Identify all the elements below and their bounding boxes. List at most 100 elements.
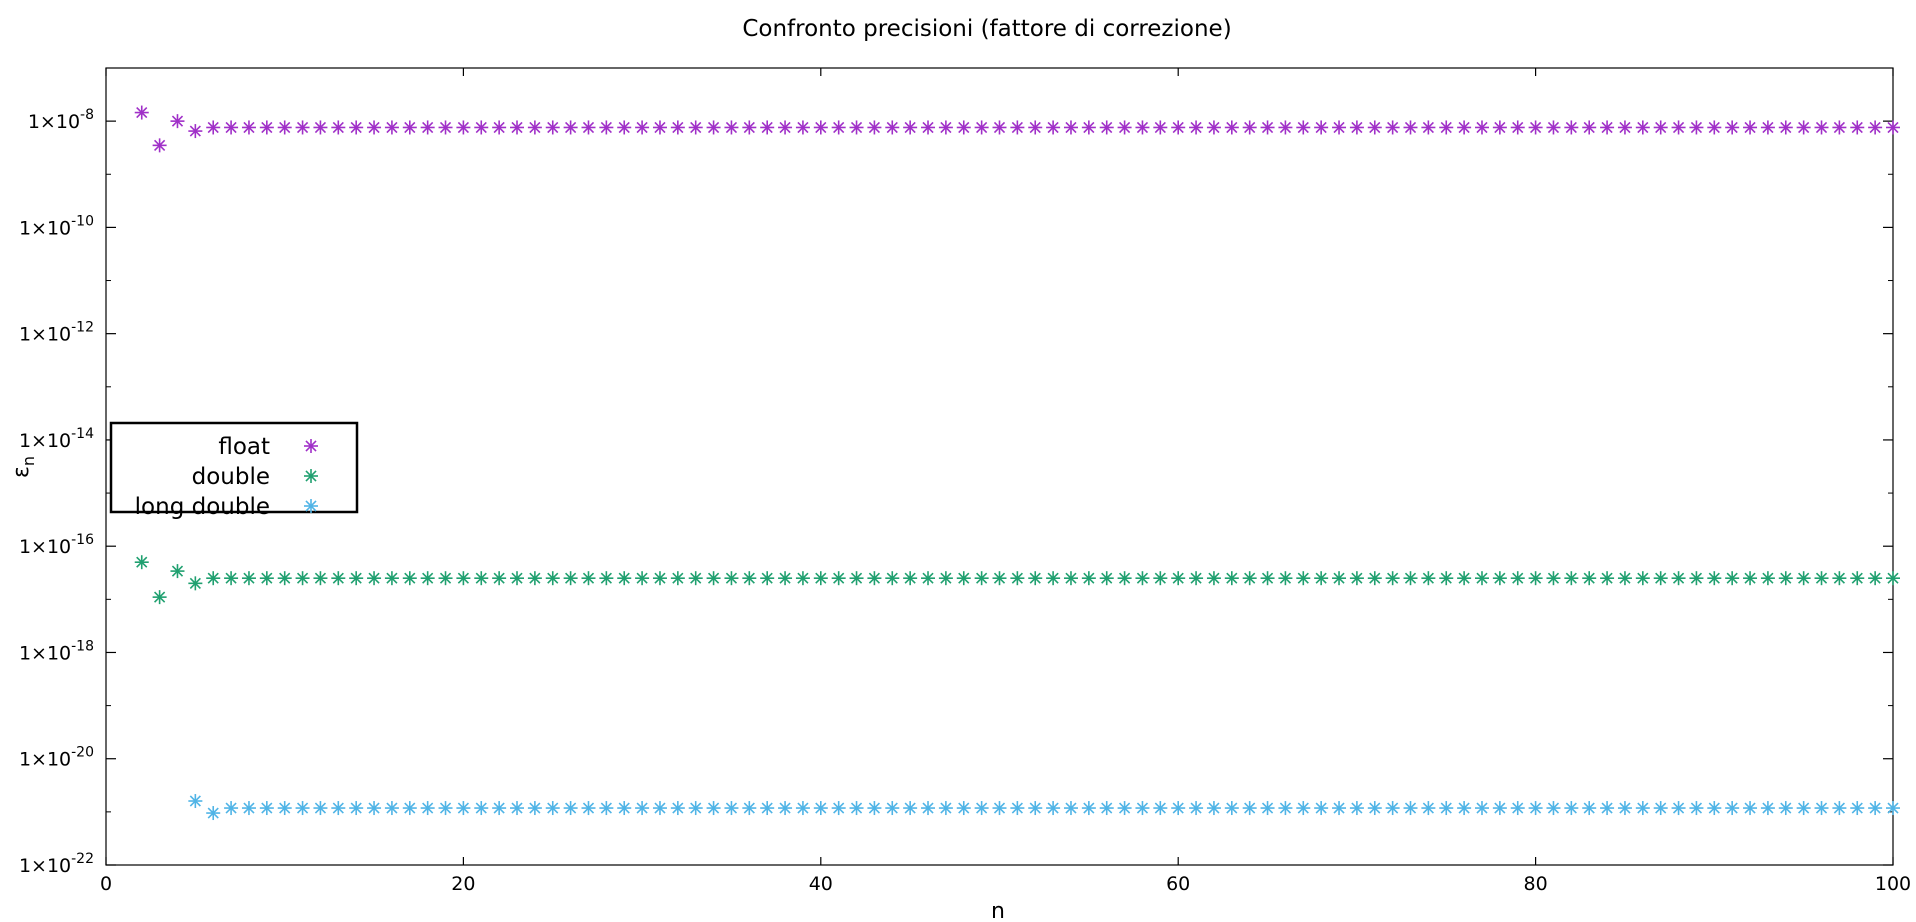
series-float [134, 105, 1900, 153]
data-point [724, 120, 739, 135]
data-point [1135, 571, 1150, 586]
data-point [1278, 120, 1293, 135]
data-point [992, 120, 1007, 135]
data-point [688, 120, 703, 135]
data-point [921, 120, 936, 135]
data-point [1332, 801, 1347, 816]
data-point [938, 801, 953, 816]
data-point [1421, 801, 1436, 816]
data-point [1546, 120, 1561, 135]
data-point [760, 120, 775, 135]
data-point [1474, 120, 1489, 135]
data-point [1457, 120, 1472, 135]
data-point [1760, 571, 1775, 586]
data-point [849, 571, 864, 586]
data-point [1474, 801, 1489, 816]
data-point [224, 801, 239, 816]
data-point [402, 120, 417, 135]
data-point [259, 801, 274, 816]
data-point [1528, 120, 1543, 135]
data-point [1332, 120, 1347, 135]
x-tick-label: 100 [1875, 873, 1911, 895]
data-point [1510, 571, 1525, 586]
data-point [1760, 120, 1775, 135]
data-point [1689, 571, 1704, 586]
data-point [456, 120, 471, 135]
data-point [1224, 571, 1239, 586]
data-point [1564, 801, 1579, 816]
data-point [1796, 120, 1811, 135]
data-point [742, 571, 757, 586]
data-point [545, 120, 560, 135]
data-point [1171, 120, 1186, 135]
data-point [688, 571, 703, 586]
data-point [224, 120, 239, 135]
series-long-double [188, 794, 1900, 821]
data-point [1635, 571, 1650, 586]
y-tick-label: 1×10-10 [19, 213, 94, 239]
data-point [134, 555, 149, 570]
data-point [670, 801, 685, 816]
data-point [1242, 120, 1257, 135]
legend-marker [304, 499, 318, 513]
data-point [1206, 801, 1221, 816]
data-point [295, 571, 310, 586]
series-double [134, 555, 1900, 605]
data-point [1868, 571, 1883, 586]
data-point [1510, 801, 1525, 816]
legend-box [109, 421, 359, 514]
data-point [1010, 801, 1025, 816]
data-point [563, 571, 578, 586]
data-point [1117, 120, 1132, 135]
data-point [1367, 801, 1382, 816]
data-point [313, 801, 328, 816]
data-point [474, 571, 489, 586]
data-point [831, 571, 846, 586]
data-point [1546, 801, 1561, 816]
legend-label: double [192, 464, 270, 490]
data-point [1617, 801, 1632, 816]
data-point [1671, 801, 1686, 816]
data-point [384, 120, 399, 135]
data-point [1260, 120, 1275, 135]
data-point [492, 801, 507, 816]
x-axis: 0 20 40 60 80 100 [100, 68, 1911, 895]
data-point [1099, 571, 1114, 586]
data-point [170, 114, 185, 129]
data-point [384, 571, 399, 586]
data-point [1814, 120, 1829, 135]
data-point [545, 571, 560, 586]
data-point [617, 801, 632, 816]
data-point [1081, 571, 1096, 586]
data-point [1189, 120, 1204, 135]
data-point [831, 120, 846, 135]
data-point [706, 801, 721, 816]
data-point [1832, 571, 1847, 586]
data-point [1886, 801, 1900, 816]
legend: float double long double [109, 421, 359, 520]
data-point [1725, 120, 1740, 135]
data-point [367, 801, 382, 816]
data-point [1385, 801, 1400, 816]
data-point [635, 120, 650, 135]
data-point [1707, 120, 1722, 135]
data-point [1403, 571, 1418, 586]
data-point [795, 801, 810, 816]
data-point [1385, 120, 1400, 135]
data-point [599, 120, 614, 135]
data-point [1439, 120, 1454, 135]
data-point [1278, 571, 1293, 586]
data-point [1546, 571, 1561, 586]
data-point [259, 120, 274, 135]
data-point [1117, 801, 1132, 816]
data-point [1760, 801, 1775, 816]
data-point [188, 124, 203, 139]
data-point [1171, 801, 1186, 816]
data-point [1063, 120, 1078, 135]
data-point [617, 571, 632, 586]
data-point [956, 120, 971, 135]
data-point [938, 571, 953, 586]
x-axis-label: n [991, 899, 1005, 922]
data-point [1314, 571, 1329, 586]
data-point [706, 571, 721, 586]
